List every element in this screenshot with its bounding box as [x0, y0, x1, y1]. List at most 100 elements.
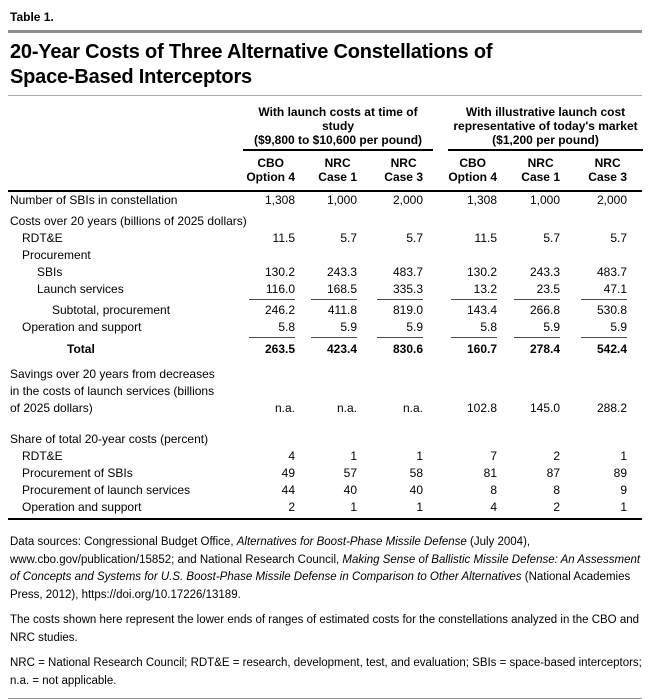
- row-label: Savings over 20 years from decreases in t…: [10, 367, 215, 415]
- cell-value: 5.9: [357, 319, 423, 338]
- cell-value: 5.7: [340, 231, 357, 245]
- row-label: Share of total 20-year costs (percent): [10, 432, 209, 446]
- cell-value: 1,308: [466, 193, 497, 207]
- row-label: Costs over 20 years (billions of 2025 do…: [10, 214, 247, 228]
- cell-value: 243.3: [529, 265, 560, 279]
- cell-value-underlined: 5.9: [581, 319, 627, 338]
- cell-value: 2: [553, 449, 560, 463]
- cell-value: 830.6: [392, 342, 423, 356]
- cell-value: 23.5: [497, 281, 560, 300]
- cell-value-underlined: 5.9: [514, 319, 560, 338]
- cell-value: 278.4: [529, 342, 560, 356]
- cell-value: 4: [288, 449, 295, 463]
- cell-value: 40: [409, 483, 423, 497]
- cell-value: 1,000: [529, 193, 560, 207]
- cell-value: 1,308: [264, 193, 295, 207]
- cell-value-underlined: 335.3: [377, 281, 423, 300]
- cell-value: 1,000: [326, 193, 357, 207]
- cell-value: n.a.: [274, 401, 295, 415]
- cell-value: 5.9: [497, 319, 560, 338]
- cell-value: 1: [620, 500, 627, 514]
- row-label: RDT&E: [22, 449, 63, 463]
- cell-value: 130.2: [466, 265, 497, 279]
- row-label: Procurement: [22, 248, 91, 262]
- table-row: Savings over 20 years from decreases in t…: [8, 366, 642, 417]
- table-row: Launch services 116.0 168.5 335.3 13.2 23.5 47…: [8, 281, 642, 300]
- cell-value: 89: [613, 466, 627, 480]
- cell-value: 2: [553, 500, 560, 514]
- cell-value: 11.5: [272, 231, 295, 245]
- cell-value: 423.4: [326, 342, 357, 356]
- cell-value: 5.7: [543, 231, 560, 245]
- row-label: Number of SBIs in constellation: [10, 193, 178, 207]
- cell-value: 44: [281, 483, 295, 497]
- cell-value: 5.8: [423, 319, 497, 338]
- cell-value: 130.2: [264, 265, 295, 279]
- source-title-italic: Making Sense of Ballistic Missile Defens…: [10, 553, 641, 584]
- row-label: RDT&E: [22, 231, 63, 245]
- column-subheader-row: CBO Option 4 NRC Case 1 NRC Case 3 CBO Optio…: [8, 156, 642, 186]
- cell-value: 1: [350, 500, 357, 514]
- cell-value: 49: [281, 466, 295, 480]
- footnote-data-sources: Data sources: Congressional Budget Offic…: [10, 534, 642, 604]
- cell-value-underlined: 13.2: [451, 281, 497, 300]
- footnote-text: (National Academies Press, 2012), https:…: [10, 571, 631, 601]
- report-table-page: Table 1. 20-Year Costs of Three Alternat…: [8, 0, 643, 699]
- cell-value: 1: [350, 449, 357, 463]
- cell-value: 4: [490, 500, 497, 514]
- table-row: Share of total 20-year costs (percent): [8, 431, 642, 448]
- cell-value: 335.3: [357, 281, 423, 300]
- cell-value: 145.0: [529, 401, 560, 415]
- table-row: Costs over 20 years (billions of 2025 do…: [8, 213, 642, 230]
- cell-value: 13.2: [423, 281, 497, 300]
- column-header-cbo-option4-market: CBO Option 4: [448, 156, 497, 184]
- cell-value: 8: [490, 483, 497, 497]
- table-row: RDT&E 4 1 1 7 2 1: [8, 448, 642, 465]
- cell-value: 2: [288, 500, 295, 514]
- cell-value: 9: [620, 483, 627, 497]
- cell-value: 288.2: [596, 401, 627, 415]
- cell-value: 1: [620, 449, 627, 463]
- cell-value: 542.4: [596, 342, 627, 356]
- cell-value-underlined: 5.9: [311, 319, 357, 338]
- row-label: Procurement of SBIs: [22, 466, 133, 480]
- cell-value: 7: [490, 449, 497, 463]
- row-label: SBIs: [37, 265, 63, 279]
- column-group-study-costs: With launch costs at time of study ($9,80…: [243, 105, 433, 151]
- row-label: Operation and support: [22, 320, 142, 334]
- cell-value-underlined: 168.5: [311, 281, 357, 300]
- table-row: RDT&E 11.5 5.7 5.7 11.5 5.7 5.7: [8, 230, 642, 247]
- title-divider-rule: [8, 95, 642, 96]
- footnote-text: Data sources: Congressional Budget Offic…: [10, 536, 237, 548]
- cell-value-underlined: 47.1: [581, 281, 627, 300]
- cell-value: 819.0: [392, 303, 423, 317]
- table-row: Operation and support 5.8 5.9 5.9 5.8 5.9 5.9: [8, 319, 642, 338]
- cell-value-underlined: 5.8: [249, 319, 295, 338]
- column-header-nrc-case1-market: NRC Case 1: [521, 156, 560, 184]
- cell-value-underlined: 5.8: [451, 319, 497, 338]
- table-body: Number of SBIs in constellation 1,308 1,00…: [8, 192, 642, 516]
- cell-value: 5.9: [560, 319, 627, 338]
- footnote-abbreviations: NRC = National Research Council; RDT&E =…: [10, 657, 642, 687]
- cell-value: 2,000: [392, 193, 423, 207]
- footnote-text: (July 2004), www.cbo.gov/publication/158…: [10, 536, 531, 566]
- table-row: Procurement: [8, 247, 642, 264]
- cell-value: 5.9: [295, 319, 357, 338]
- cell-value: 102.8: [466, 401, 497, 415]
- cell-value: 1: [416, 449, 423, 463]
- source-title-italic: Alternatives for Boost-Phase Missile Def…: [236, 536, 467, 548]
- stub-column-spacer: [8, 156, 233, 186]
- cell-value-underlined: 5.9: [377, 319, 423, 338]
- cell-value-underlined: 23.5: [514, 281, 560, 300]
- column-header-nrc-case1-study: NRC Case 1: [318, 156, 357, 184]
- cell-value: 58: [409, 466, 423, 480]
- cell-value: 1: [416, 500, 423, 514]
- column-header-nrc-case3-study: NRC Case 3: [384, 156, 423, 184]
- table-row: Procurement of launch services 44 40 40 8 8 9: [8, 482, 642, 499]
- column-group-row: With launch costs at time of study ($9,80…: [8, 105, 643, 151]
- table-row: SBIs 130.2 243.3 483.7 130.2 243.3 483.7: [8, 264, 642, 281]
- cell-value: 483.7: [596, 265, 627, 279]
- table-row: Subtotal, procurement 246.2 411.8 819.0 143.…: [8, 302, 642, 319]
- column-group-market-costs: With illustrative launch cost representat…: [448, 105, 643, 151]
- column-header-cbo-option4-study: CBO Option 4: [246, 156, 295, 184]
